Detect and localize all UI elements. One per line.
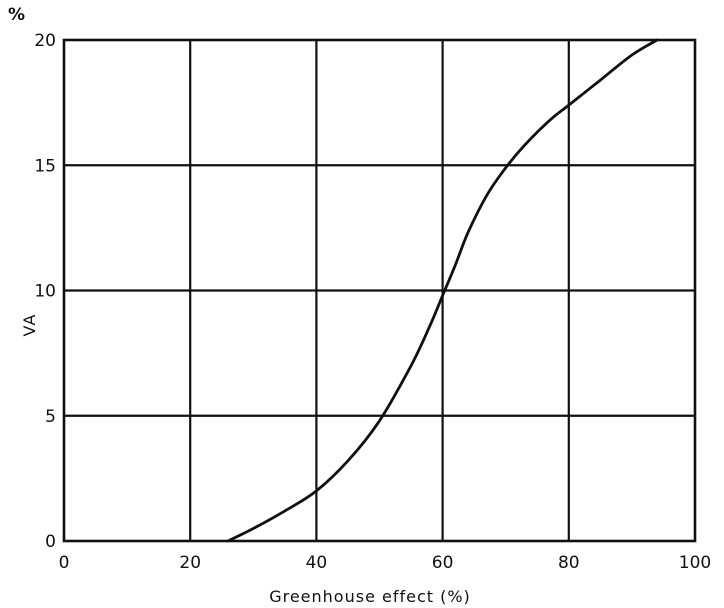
y-tick-label: 0 bbox=[45, 532, 56, 552]
y-tick-labels: 0 5 10 15 20 bbox=[34, 31, 56, 552]
x-axis-label: Greenhouse effect (%) bbox=[269, 587, 471, 606]
x-tick-label: 40 bbox=[306, 553, 328, 573]
y-tick-label: 20 bbox=[34, 31, 56, 51]
x-tick-label: 20 bbox=[179, 553, 201, 573]
x-tick-labels: 0 20 40 60 80 100 bbox=[59, 553, 712, 573]
y-axis-unit: % bbox=[8, 5, 25, 25]
plot-border bbox=[62, 38, 697, 543]
y-tick-label: 15 bbox=[34, 156, 56, 176]
x-tick-label: 0 bbox=[59, 553, 70, 573]
series-line-0 bbox=[226, 38, 659, 543]
y-tick-label: 10 bbox=[34, 282, 56, 302]
series bbox=[226, 38, 659, 543]
grid bbox=[64, 40, 695, 541]
x-tick-label: 60 bbox=[432, 553, 454, 573]
plot-frame bbox=[62, 38, 697, 543]
y-axis-label: VA bbox=[20, 314, 39, 337]
x-tick-label: 80 bbox=[558, 553, 580, 573]
y-tick-label: 5 bbox=[45, 407, 56, 427]
x-tick-label: 100 bbox=[679, 553, 711, 573]
